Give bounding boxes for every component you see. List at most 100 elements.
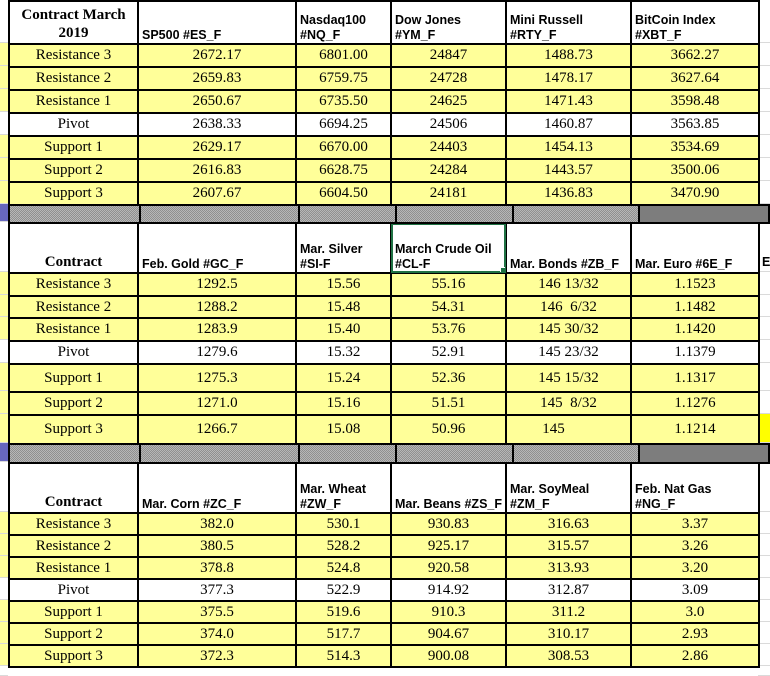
value-cell[interactable]: 1288.2 — [137, 295, 297, 319]
separator-cell[interactable] — [394, 204, 514, 224]
value-cell[interactable]: 315.57 — [505, 534, 632, 558]
value-cell[interactable]: 3534.69 — [630, 135, 760, 160]
value-cell[interactable]: 1275.3 — [137, 363, 297, 393]
value-cell[interactable]: 3563.85 — [630, 112, 760, 137]
value-cell[interactable]: 1436.83 — [505, 181, 632, 206]
row-label[interactable]: Support 2 — [8, 622, 139, 646]
value-cell[interactable]: 15.48 — [295, 295, 392, 319]
value-cell[interactable]: 1.1379 — [630, 340, 760, 365]
value-cell[interactable]: 313.93 — [505, 556, 632, 580]
value-cell[interactable]: 55.16 — [390, 272, 507, 297]
selection-handle[interactable] — [500, 267, 504, 271]
column-header[interactable]: Feb. Gold #GC_F — [137, 222, 297, 274]
value-cell[interactable]: 522.9 — [295, 578, 392, 602]
value-cell[interactable]: 519.6 — [295, 600, 392, 624]
separator-cell[interactable] — [638, 443, 770, 464]
value-cell[interactable]: 146 13/32 — [505, 272, 632, 297]
value-cell[interactable]: 3.0 — [630, 600, 760, 624]
value-cell[interactable]: 6670.00 — [295, 135, 392, 160]
column-header[interactable]: Mini Russell #RTY_F — [505, 0, 632, 45]
row-label[interactable]: Resistance 2 — [8, 295, 139, 319]
value-cell[interactable]: 3662.27 — [630, 43, 760, 68]
column-header[interactable]: Dow Jones #YM_F — [390, 0, 507, 45]
contract-header[interactable]: Contract — [8, 222, 139, 274]
value-cell[interactable]: 15.24 — [295, 363, 392, 393]
value-cell[interactable]: 514.3 — [295, 644, 392, 668]
value-cell[interactable]: 6604.50 — [295, 181, 392, 206]
value-cell[interactable]: 310.17 — [505, 622, 632, 646]
value-cell[interactable]: 145 15/32 — [505, 363, 632, 393]
value-cell[interactable]: 2629.17 — [137, 135, 297, 160]
row-label[interactable]: Support 1 — [8, 135, 139, 160]
row-label[interactable]: Resistance 1 — [8, 89, 139, 114]
value-cell[interactable]: 2650.67 — [137, 89, 297, 114]
row-label[interactable]: Support 3 — [8, 181, 139, 206]
value-cell[interactable]: 382.0 — [137, 512, 297, 536]
value-cell[interactable]: 145 — [505, 414, 632, 445]
value-cell[interactable]: 15.56 — [295, 272, 392, 297]
contract-header[interactable]: Contract March 2019 — [8, 0, 139, 45]
row-label[interactable]: Pivot — [8, 340, 139, 365]
value-cell[interactable]: 3.20 — [630, 556, 760, 580]
value-cell[interactable]: 145 30/32 — [505, 317, 632, 342]
row-label[interactable]: Resistance 2 — [8, 66, 139, 91]
value-cell[interactable]: 3627.64 — [630, 66, 760, 91]
row-label[interactable]: Resistance 3 — [8, 43, 139, 68]
value-cell[interactable]: 1.1482 — [630, 295, 760, 319]
value-cell[interactable]: 15.40 — [295, 317, 392, 342]
value-cell[interactable]: 1279.6 — [137, 340, 297, 365]
column-header[interactable]: Mar. Corn #ZC_F — [137, 462, 297, 514]
value-cell[interactable]: 2616.83 — [137, 158, 297, 183]
value-cell[interactable]: 1.1420 — [630, 317, 760, 342]
value-cell[interactable]: 528.2 — [295, 534, 392, 558]
value-cell[interactable]: 6735.50 — [295, 89, 392, 114]
separator-cell[interactable] — [638, 204, 770, 224]
value-cell[interactable]: 6801.00 — [295, 43, 392, 68]
value-cell[interactable]: 24403 — [390, 135, 507, 160]
separator-cell[interactable] — [8, 443, 141, 464]
value-cell[interactable]: 52.91 — [390, 340, 507, 365]
value-cell[interactable]: 524.8 — [295, 556, 392, 580]
value-cell[interactable]: 1271.0 — [137, 391, 297, 416]
separator-cell[interactable] — [8, 204, 141, 224]
value-cell[interactable]: 925.17 — [390, 534, 507, 558]
row-label[interactable]: Resistance 3 — [8, 272, 139, 297]
row-label[interactable]: Support 3 — [8, 644, 139, 668]
value-cell[interactable]: 6759.75 — [295, 66, 392, 91]
value-cell[interactable]: 1266.7 — [137, 414, 297, 445]
value-cell[interactable]: 15.32 — [295, 340, 392, 365]
value-cell[interactable]: 53.76 — [390, 317, 507, 342]
value-cell[interactable]: 1.1276 — [630, 391, 760, 416]
value-cell[interactable]: 375.5 — [137, 600, 297, 624]
separator-cell[interactable] — [298, 204, 397, 224]
value-cell[interactable]: 308.53 — [505, 644, 632, 668]
column-header[interactable]: BitCoin Index #XBT_F — [630, 0, 760, 45]
contract-header[interactable]: Contract — [8, 462, 139, 514]
value-cell[interactable]: 3.37 — [630, 512, 760, 536]
value-cell[interactable]: 311.2 — [505, 600, 632, 624]
value-cell[interactable]: 1443.57 — [505, 158, 632, 183]
row-label[interactable]: Support 2 — [8, 158, 139, 183]
value-cell[interactable]: 1460.87 — [505, 112, 632, 137]
value-cell[interactable]: 1.1317 — [630, 363, 760, 393]
row-label[interactable]: Support 3 — [8, 414, 139, 445]
column-header-selected[interactable]: March Crude Oil #CL-F — [390, 222, 507, 274]
value-cell[interactable]: 2.86 — [630, 644, 760, 668]
column-header[interactable]: Mar. Silver #SI-F — [295, 222, 392, 274]
value-cell[interactable]: 24847 — [390, 43, 507, 68]
value-cell[interactable]: 6628.75 — [295, 158, 392, 183]
value-cell[interactable]: 517.7 — [295, 622, 392, 646]
value-cell[interactable]: 1283.9 — [137, 317, 297, 342]
value-cell[interactable]: 24625 — [390, 89, 507, 114]
row-label[interactable]: Resistance 3 — [8, 512, 139, 536]
value-cell[interactable]: 930.83 — [390, 512, 507, 536]
value-cell[interactable]: 377.3 — [137, 578, 297, 602]
value-cell[interactable]: 2.93 — [630, 622, 760, 646]
value-cell[interactable]: 380.5 — [137, 534, 297, 558]
value-cell[interactable]: 1.1214 — [630, 414, 760, 445]
row-label[interactable]: Support 1 — [8, 363, 139, 393]
value-cell[interactable]: 374.0 — [137, 622, 297, 646]
value-cell[interactable]: 24506 — [390, 112, 507, 137]
row-label[interactable]: Resistance 2 — [8, 534, 139, 558]
value-cell[interactable]: 2607.67 — [137, 181, 297, 206]
